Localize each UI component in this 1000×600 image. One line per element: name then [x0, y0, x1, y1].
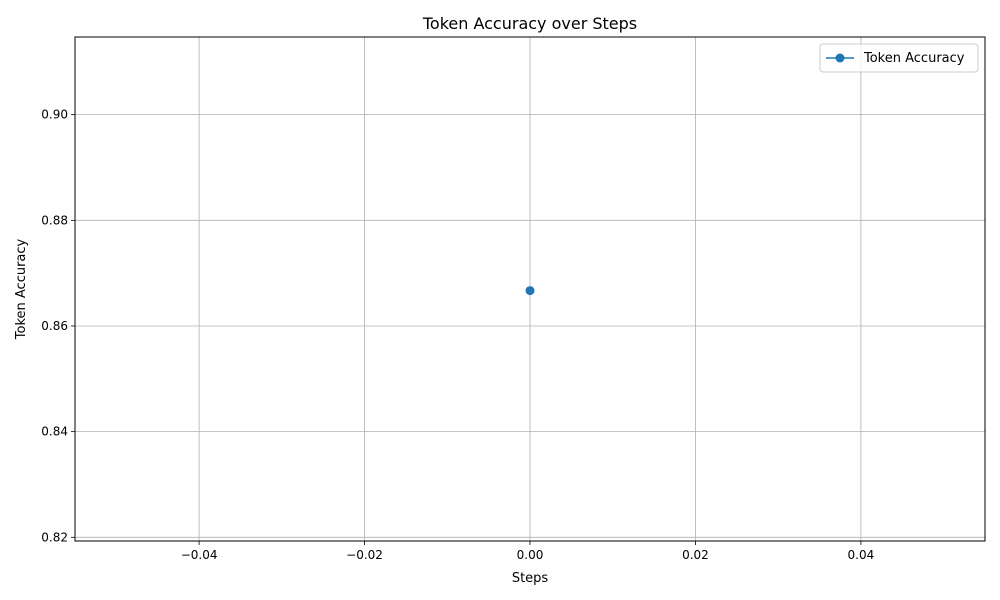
x-axis: −0.04 −0.02 0.00 0.02 0.04 [181, 541, 875, 562]
data-point [525, 286, 535, 296]
legend: Token Accuracy [819, 43, 979, 73]
y-tick-label: 0.86 [41, 319, 68, 333]
x-axis-label: Steps [512, 571, 549, 586]
x-tick-label: −0.04 [181, 548, 218, 562]
y-axis: 0.82 0.84 0.86 0.88 0.90 [41, 108, 75, 544]
series-layer [525, 286, 535, 296]
y-axis-label: Token Accuracy [14, 238, 29, 340]
y-tick-label: 0.88 [41, 213, 68, 227]
x-tick-label: 0.04 [848, 548, 875, 562]
legend-label: Token Accuracy [863, 51, 965, 66]
grid [75, 37, 985, 541]
x-tick-label: 0.00 [517, 548, 544, 562]
y-tick-label: 0.84 [41, 425, 68, 439]
legend-marker-icon [835, 53, 845, 63]
x-tick-label: 0.02 [682, 548, 709, 562]
chart-title: Token Accuracy over Steps [422, 14, 637, 33]
y-tick-label: 0.82 [41, 530, 68, 544]
y-tick-label: 0.90 [41, 108, 68, 122]
legend-box [819, 43, 979, 73]
x-tick-label: −0.02 [346, 548, 383, 562]
